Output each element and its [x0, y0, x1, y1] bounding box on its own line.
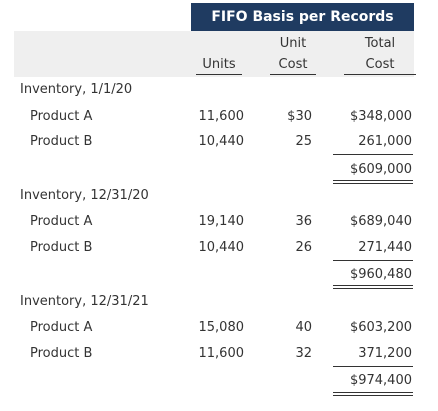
section-label: Inventory, 12/31/21	[20, 294, 149, 309]
double-rule-top	[333, 392, 413, 393]
unit-cost-header-top: Unit	[279, 36, 307, 51]
subtotal-value: $960,480	[349, 267, 412, 282]
total-cost-header-rule	[344, 74, 416, 75]
total-cost-value: 371,200	[358, 346, 412, 361]
double-rule-bottom	[333, 395, 413, 396]
product-label: Product B	[30, 240, 93, 255]
column-header-band	[14, 31, 414, 77]
units-header: Units	[202, 57, 236, 72]
unit-cost-value: 40	[295, 320, 312, 335]
units-value: 15,080	[198, 320, 245, 335]
subtotal-rule	[333, 366, 413, 367]
units-value: 10,440	[198, 240, 245, 255]
unit-cost-value: $30	[287, 109, 312, 124]
subtotal-value: $974,400	[349, 373, 412, 388]
subtotal-value: $609,000	[349, 162, 412, 177]
product-label: Product A	[30, 320, 93, 335]
double-rule-top	[333, 285, 413, 286]
product-label: Product A	[30, 214, 93, 229]
total-cost-value: $603,200	[349, 320, 412, 335]
table-title: FIFO Basis per Records	[191, 3, 414, 31]
unit-cost-value: 36	[295, 214, 312, 229]
double-rule-bottom	[333, 183, 413, 184]
unit-cost-header-rule	[270, 74, 316, 75]
unit-cost-value: 26	[295, 240, 312, 255]
units-header-rule	[196, 74, 242, 75]
unit-cost-value: 25	[295, 134, 312, 149]
product-label: Product B	[30, 346, 93, 361]
subtotal-rule	[333, 260, 413, 261]
units-value: 19,140	[198, 214, 245, 229]
product-label: Product B	[30, 134, 93, 149]
units-value: 10,440	[198, 134, 245, 149]
section-label: Inventory, 12/31/20	[20, 188, 149, 203]
total-cost-value: $689,040	[349, 214, 412, 229]
subtotal-rule	[333, 154, 413, 155]
double-rule-top	[333, 180, 413, 181]
section-label: Inventory, 1/1/20	[20, 82, 133, 97]
unit-cost-header-bottom: Cost	[278, 57, 308, 72]
total-cost-value: $348,000	[349, 109, 412, 124]
double-rule-bottom	[333, 288, 413, 289]
product-label: Product A	[30, 109, 93, 124]
total-cost-value: 271,440	[358, 240, 412, 255]
units-value: 11,600	[198, 346, 245, 361]
total-cost-value: 261,000	[358, 134, 412, 149]
unit-cost-value: 32	[295, 346, 312, 361]
units-value: 11,600	[198, 109, 245, 124]
total-cost-header-bottom: Cost	[365, 57, 395, 72]
total-cost-header-top: Total	[364, 36, 396, 51]
